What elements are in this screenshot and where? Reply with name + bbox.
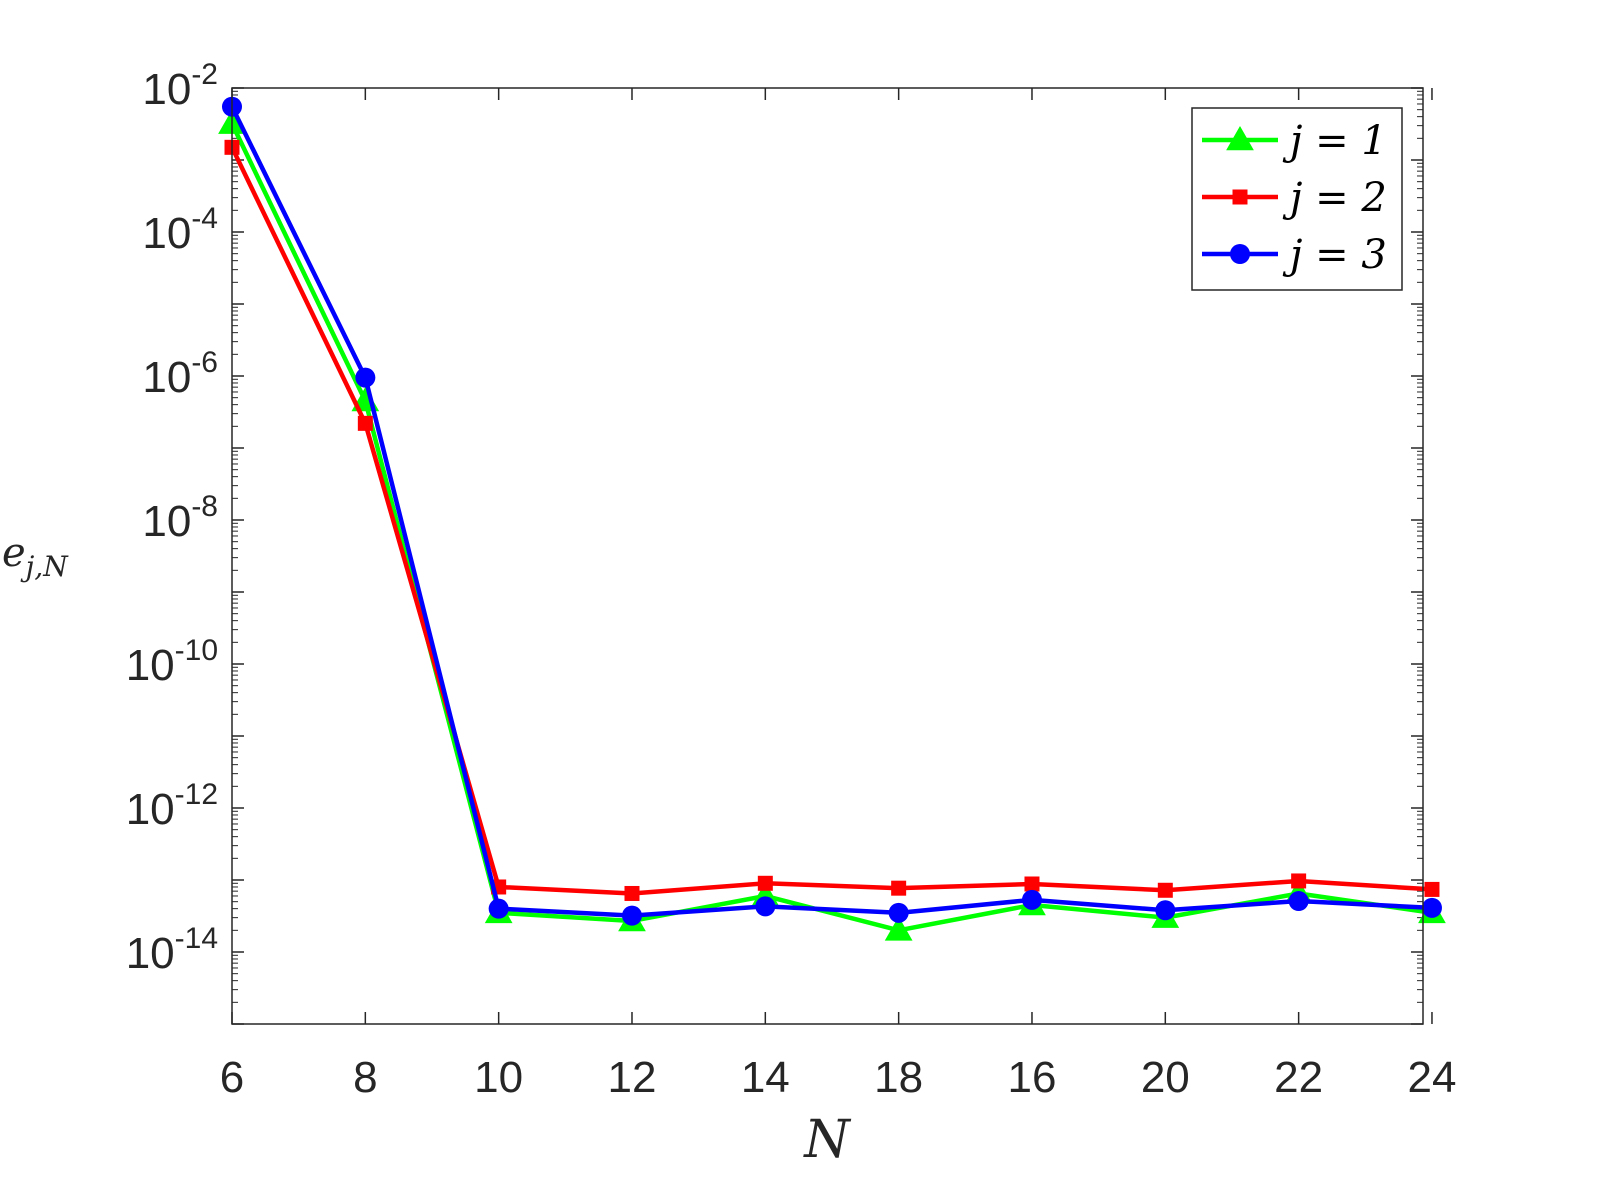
legend-item: j = 3 [1202, 232, 1387, 278]
x-tick-label: 6 [220, 1053, 244, 1102]
y-tick-labels: 10-2 10-4 10-6 10-8 10-10 10-12 10-14 [126, 58, 218, 978]
legend-label: j = 2 [1282, 175, 1387, 221]
series-point [888, 902, 909, 923]
x-tick-label: 18 [874, 1053, 923, 1102]
legend-items: j = 1 j = 2 j = 3 [1202, 118, 1387, 278]
series-point [1424, 881, 1440, 897]
y-tick-label: 10-6 [142, 346, 218, 402]
y-axis-label-sub: j,N [20, 550, 70, 583]
y-axis-label-main: e [2, 530, 26, 576]
x-axis-label: N [802, 1110, 851, 1170]
y-tick-label-exponent: -8 [191, 490, 218, 523]
y-axis-label: ej,N [2, 530, 69, 583]
series-point [488, 898, 509, 919]
y-tick-label: 10-12 [126, 778, 218, 834]
legend-label: j = 1 [1282, 118, 1387, 164]
y-tick-label-exponent: -14 [175, 922, 218, 955]
x-tick-label: 14 [741, 1053, 790, 1102]
y-tick-label-base: 10-4 [142, 202, 218, 258]
series-point [1288, 891, 1309, 912]
series-point [1024, 876, 1040, 892]
y-tick-label: 10-2 [142, 58, 218, 114]
series-2 [224, 139, 1440, 901]
series-point [355, 367, 376, 388]
plot-frame [231, 87, 1424, 1025]
y-tick-label: 10-4 [142, 202, 218, 258]
y-tick-label-base: 10-12 [126, 778, 218, 834]
series-point [624, 885, 640, 901]
y-tick-label-exponent: -10 [175, 634, 218, 667]
series-point [621, 905, 642, 926]
y-tick-label-base: 10-10 [126, 634, 218, 690]
x-tick-label: 8 [353, 1053, 377, 1102]
y-tick-label: 10-10 [126, 634, 218, 690]
series-point [1155, 900, 1176, 921]
x-tick-label: 16 [1008, 1053, 1057, 1102]
x-tick-labels: 6 8 10 12 14 18 16 20 22 24 [220, 1053, 1457, 1102]
series-point [757, 875, 773, 891]
major-ticks [231, 87, 1433, 1025]
series-point [1291, 873, 1307, 889]
x-tick-label: 12 [608, 1053, 657, 1102]
y-tick-label-exponent: -6 [191, 346, 218, 379]
y-tick-label-exponent: -4 [191, 202, 218, 235]
series-point [891, 880, 907, 896]
series-point [884, 916, 913, 941]
series-point [755, 896, 776, 917]
y-tick-label-exponent: -2 [191, 58, 218, 91]
legend-marker [1232, 189, 1248, 205]
x-tick-label: 10 [474, 1053, 523, 1102]
series-point [1021, 889, 1042, 910]
y-tick-label: 10-8 [142, 490, 218, 546]
x-tick-label: 22 [1274, 1053, 1323, 1102]
legend-marker [1230, 244, 1250, 264]
y-tick-label-base: 10-2 [142, 58, 218, 114]
legend: j = 1 j = 2 j = 3 [1191, 107, 1403, 291]
series-point [357, 415, 373, 431]
series-layer [218, 96, 1446, 941]
legend-item: j = 2 [1202, 175, 1387, 221]
legend-item: j = 1 [1202, 118, 1387, 164]
legend-marker [1226, 125, 1254, 151]
legend-label: j = 3 [1282, 232, 1387, 278]
y-tick-label-base: 10-6 [142, 346, 218, 402]
minor-ticks [232, 90, 1423, 1003]
y-tick-label-base: 10-8 [142, 490, 218, 546]
series-point [1421, 897, 1442, 918]
series-point [1157, 882, 1173, 898]
x-tick-label: 20 [1141, 1053, 1190, 1102]
y-tick-label-base: 10-14 [126, 922, 218, 978]
x-tick-label: 24 [1407, 1053, 1456, 1102]
y-tick-label-exponent: -12 [175, 778, 218, 811]
series-3 [222, 96, 1442, 926]
series-line [229, 146, 1433, 896]
y-tick-label: 10-14 [126, 922, 218, 978]
series-line [229, 105, 1433, 918]
